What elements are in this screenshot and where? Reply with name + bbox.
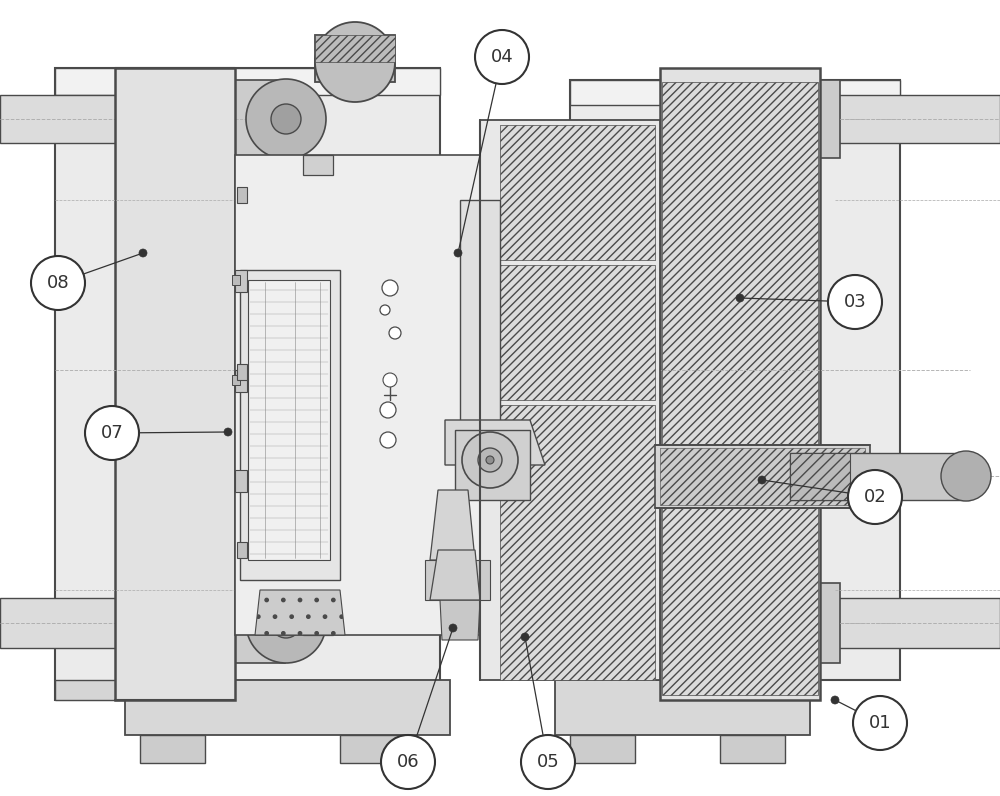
Polygon shape [440, 600, 480, 640]
Circle shape [454, 249, 462, 257]
Polygon shape [425, 560, 490, 600]
Circle shape [699, 608, 729, 638]
Circle shape [831, 696, 839, 704]
Text: 05: 05 [537, 753, 559, 771]
Circle shape [139, 249, 147, 257]
Polygon shape [315, 35, 395, 62]
Polygon shape [235, 155, 480, 635]
Bar [237, 364, 247, 380]
Text: 08: 08 [47, 274, 69, 292]
Text: 04: 04 [491, 48, 513, 66]
Bar [237, 542, 247, 558]
Circle shape [31, 256, 85, 310]
Circle shape [381, 735, 435, 789]
Polygon shape [0, 95, 175, 143]
Polygon shape [570, 80, 900, 105]
Bar [303, 155, 333, 175]
Text: 03: 03 [844, 293, 866, 311]
Circle shape [828, 275, 882, 329]
Circle shape [674, 583, 754, 663]
Polygon shape [500, 405, 655, 680]
Polygon shape [830, 95, 1000, 143]
Polygon shape [830, 598, 1000, 648]
Bar [235, 470, 247, 492]
Circle shape [853, 696, 907, 750]
Circle shape [699, 104, 729, 134]
Polygon shape [0, 598, 175, 648]
Text: 06: 06 [397, 753, 419, 771]
Bar [248, 280, 330, 560]
Bar [140, 735, 205, 763]
Bar [237, 187, 247, 203]
Circle shape [736, 294, 744, 302]
Polygon shape [460, 200, 500, 430]
Polygon shape [662, 82, 818, 695]
Circle shape [521, 735, 575, 789]
Polygon shape [445, 420, 545, 465]
Circle shape [246, 583, 326, 663]
Polygon shape [430, 550, 480, 600]
Polygon shape [660, 68, 820, 700]
Text: 01: 01 [869, 714, 891, 732]
Bar [570, 735, 635, 763]
Circle shape [271, 104, 301, 134]
Polygon shape [55, 680, 440, 700]
Circle shape [380, 402, 396, 418]
Polygon shape [790, 453, 850, 500]
Circle shape [271, 608, 301, 638]
Circle shape [380, 305, 390, 315]
Circle shape [449, 624, 457, 632]
Circle shape [848, 470, 902, 524]
Polygon shape [655, 445, 870, 508]
Circle shape [315, 22, 395, 102]
Bar [235, 270, 247, 292]
Circle shape [941, 451, 991, 501]
Circle shape [85, 406, 139, 460]
Text: 07: 07 [101, 424, 123, 442]
Bar [232, 375, 240, 385]
Polygon shape [715, 80, 840, 158]
Bar [232, 275, 240, 285]
Polygon shape [480, 120, 660, 680]
Polygon shape [555, 680, 810, 735]
Polygon shape [500, 265, 655, 400]
Polygon shape [500, 125, 655, 260]
Bar [340, 735, 405, 763]
Polygon shape [160, 80, 285, 158]
Polygon shape [255, 590, 345, 635]
Text: 02: 02 [864, 488, 886, 506]
Polygon shape [430, 490, 475, 560]
Circle shape [224, 428, 232, 436]
Circle shape [674, 79, 754, 159]
Circle shape [521, 633, 529, 641]
Polygon shape [55, 68, 440, 700]
Polygon shape [715, 583, 840, 663]
Polygon shape [570, 80, 900, 680]
Polygon shape [790, 453, 970, 500]
Polygon shape [315, 35, 395, 62]
Circle shape [478, 448, 502, 472]
Circle shape [486, 456, 494, 464]
Polygon shape [455, 430, 530, 500]
Circle shape [246, 79, 326, 159]
Polygon shape [160, 583, 285, 663]
Bar [303, 615, 333, 635]
Polygon shape [660, 448, 865, 505]
Polygon shape [55, 68, 440, 95]
Polygon shape [115, 68, 235, 700]
Circle shape [475, 30, 529, 84]
Polygon shape [315, 35, 395, 82]
Circle shape [389, 327, 401, 339]
Bar [720, 735, 785, 763]
Polygon shape [125, 680, 450, 735]
Polygon shape [240, 270, 340, 580]
Bar [235, 370, 247, 392]
Circle shape [382, 280, 398, 296]
Circle shape [758, 476, 766, 484]
Circle shape [383, 373, 397, 387]
Circle shape [380, 432, 396, 448]
Circle shape [462, 432, 518, 488]
